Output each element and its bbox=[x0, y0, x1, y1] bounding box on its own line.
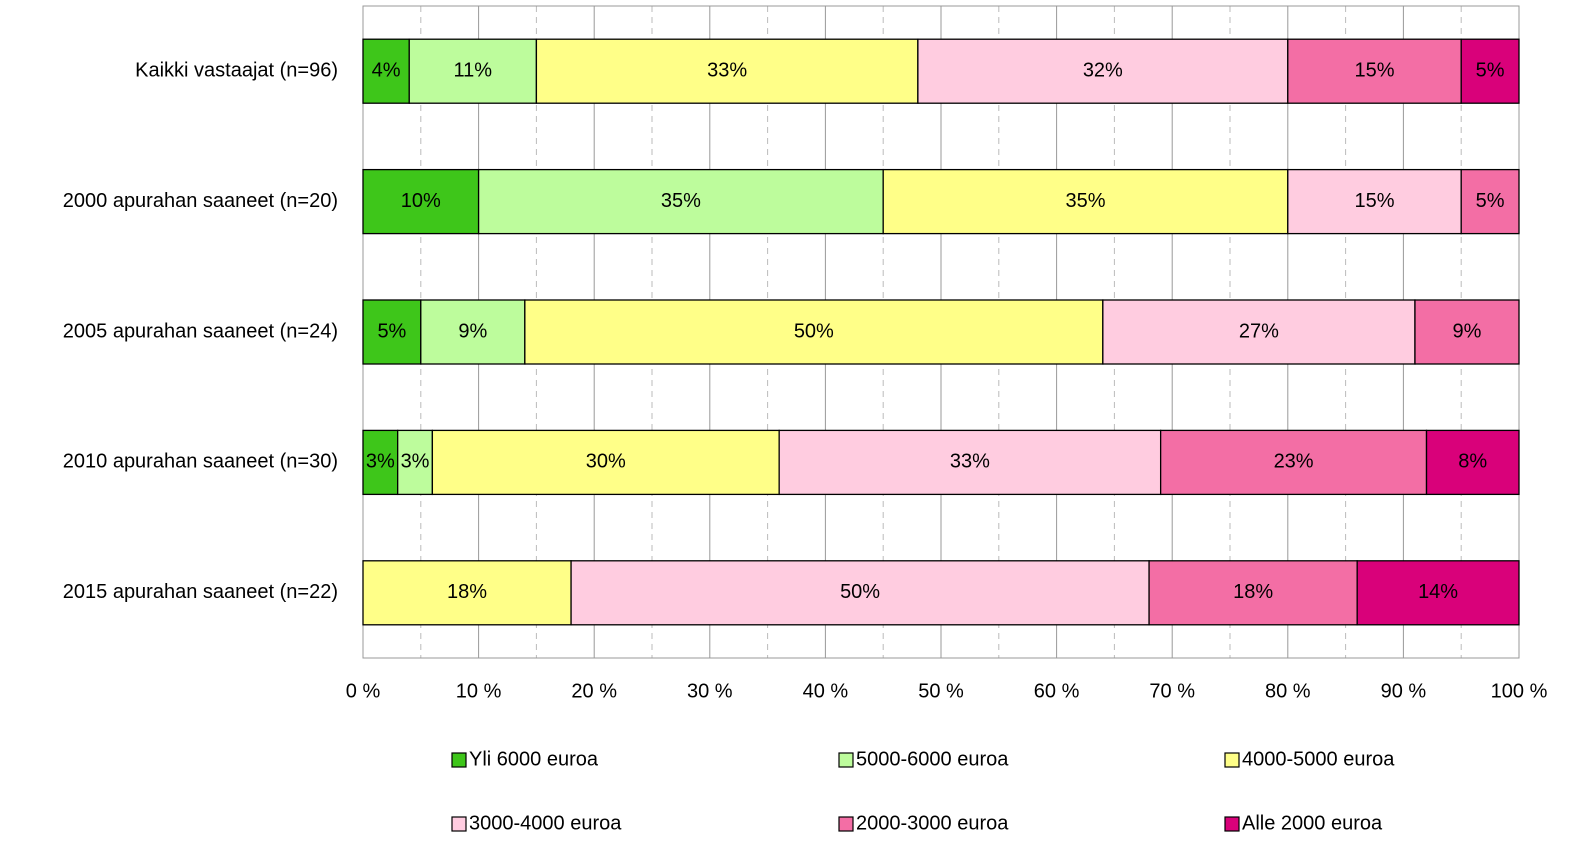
data-label: 3% bbox=[366, 451, 395, 473]
bar-segment bbox=[778, 429, 1162, 496]
data-label: 33% bbox=[950, 451, 990, 473]
bar-segment bbox=[1356, 560, 1520, 626]
bar-segment bbox=[882, 168, 1289, 235]
data-label: 5% bbox=[377, 320, 406, 342]
bar-segment bbox=[408, 38, 538, 104]
legend-swatch bbox=[451, 816, 467, 832]
x-tick-label: 100 % bbox=[1491, 680, 1548, 702]
bar-segment bbox=[362, 299, 422, 365]
y-tick-label: 2005 apurahan saaneet (n=24) bbox=[63, 320, 338, 342]
bar-segment bbox=[917, 38, 1289, 104]
legend-swatch bbox=[838, 752, 854, 768]
legend-label: Yli 6000 euroa bbox=[469, 748, 599, 770]
legend-swatch bbox=[1224, 816, 1240, 832]
x-tick-label: 20 % bbox=[571, 680, 617, 702]
bar-segment bbox=[420, 299, 526, 365]
x-tick-label: 80 % bbox=[1265, 680, 1311, 702]
bar-segment bbox=[362, 38, 410, 104]
y-tick-label: Kaikki vastaajat (n=96) bbox=[135, 59, 338, 81]
legend-swatch bbox=[451, 752, 467, 768]
data-label: 5% bbox=[1476, 59, 1505, 81]
data-label: 5% bbox=[1476, 190, 1505, 212]
data-label: 3% bbox=[401, 451, 430, 473]
data-label: 18% bbox=[1233, 581, 1273, 603]
legend-swatch bbox=[838, 816, 854, 832]
bar-segment bbox=[431, 429, 780, 496]
data-label: 10% bbox=[401, 190, 441, 212]
data-label: 35% bbox=[1065, 190, 1105, 212]
legend-label: 5000-6000 euroa bbox=[856, 748, 1009, 770]
bar-segment bbox=[1460, 38, 1520, 104]
x-tick-label: 70 % bbox=[1149, 680, 1195, 702]
data-label: 33% bbox=[707, 59, 747, 81]
data-label: 23% bbox=[1274, 451, 1314, 473]
data-label: 32% bbox=[1083, 59, 1123, 81]
legend-swatch bbox=[1224, 752, 1240, 768]
data-label: 8% bbox=[1458, 451, 1487, 473]
data-label: 18% bbox=[447, 581, 487, 603]
data-label: 9% bbox=[1453, 320, 1482, 342]
bar-segment bbox=[1287, 168, 1462, 235]
bar-segment bbox=[1102, 299, 1416, 365]
bar-segment bbox=[1159, 429, 1428, 496]
data-label: 15% bbox=[1354, 190, 1394, 212]
bar-segment bbox=[397, 429, 434, 496]
x-tick-label: 40 % bbox=[803, 680, 849, 702]
data-label: 35% bbox=[661, 190, 701, 212]
data-label: 27% bbox=[1239, 320, 1279, 342]
data-label: 11% bbox=[454, 59, 493, 81]
data-label: 50% bbox=[794, 320, 834, 342]
legend-label: 4000-5000 euroa bbox=[1242, 748, 1395, 770]
data-label: 50% bbox=[840, 581, 880, 603]
x-tick-label: 0 % bbox=[346, 680, 381, 702]
data-label: 14% bbox=[1418, 581, 1458, 603]
y-tick-label: 2015 apurahan saaneet (n=22) bbox=[63, 581, 338, 603]
bar-segment bbox=[1414, 299, 1520, 365]
x-tick-label: 30 % bbox=[687, 680, 733, 702]
data-label: 9% bbox=[458, 320, 487, 342]
x-tick-label: 50 % bbox=[918, 680, 964, 702]
legend-label: Alle 2000 euroa bbox=[1242, 812, 1383, 834]
bar-segment bbox=[362, 429, 399, 496]
bar-segment bbox=[524, 299, 1104, 365]
bar-segment bbox=[362, 168, 480, 235]
data-label: 15% bbox=[1354, 59, 1394, 81]
legend-label: 2000-3000 euroa bbox=[856, 812, 1009, 834]
bar-segment bbox=[535, 38, 919, 104]
x-tick-label: 60 % bbox=[1034, 680, 1080, 702]
data-label: 4% bbox=[372, 59, 401, 81]
y-tick-label: 2000 apurahan saaneet (n=20) bbox=[63, 190, 338, 212]
bar-segment bbox=[570, 560, 1150, 626]
bar-segment bbox=[1460, 168, 1520, 235]
legend-label: 3000-4000 euroa bbox=[469, 812, 622, 834]
x-tick-label: 90 % bbox=[1381, 680, 1427, 702]
y-tick-label: 2010 apurahan saaneet (n=30) bbox=[63, 451, 338, 473]
data-label: 30% bbox=[586, 451, 626, 473]
x-tick-label: 10 % bbox=[456, 680, 502, 702]
bar-segment bbox=[362, 560, 572, 626]
bar-segment bbox=[1425, 429, 1520, 496]
